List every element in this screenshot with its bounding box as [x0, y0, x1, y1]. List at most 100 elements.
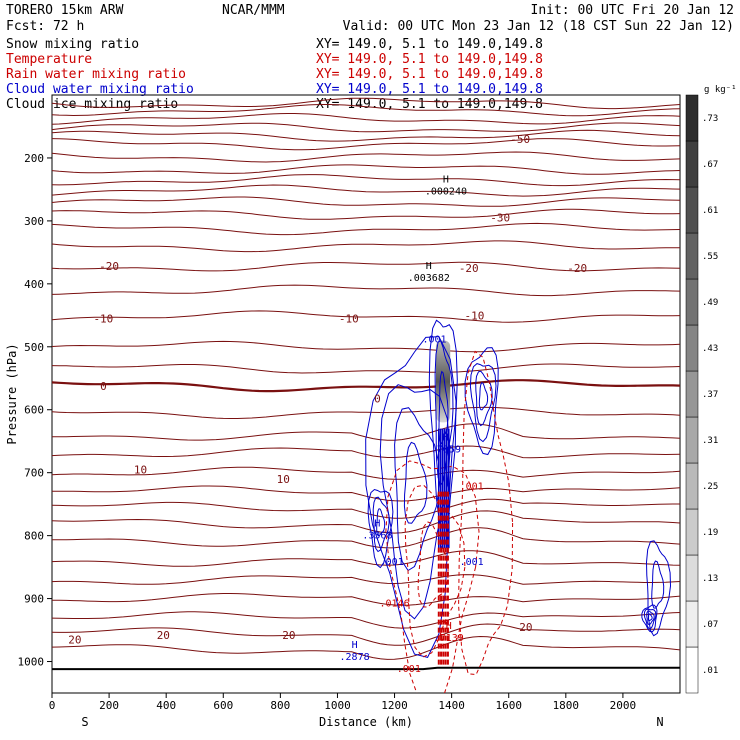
extremum-symbol: H — [443, 174, 449, 185]
cloud-water-contour — [372, 496, 390, 553]
extremum-symbol: H — [374, 519, 380, 530]
field-name-rain: Rain water mixing ratio — [6, 67, 186, 82]
rain-water-contour — [417, 521, 449, 608]
cloud-water-contour — [367, 488, 394, 569]
isotherm-line — [52, 611, 680, 629]
isotherm-line — [52, 635, 680, 660]
x-tick-label: 1600 — [495, 699, 522, 712]
colorbar-swatch — [685, 646, 699, 694]
plot-inner: -50 -30 -20 -20 -20 -10 -10 -10 0 0 10 10 20 20 20 20 H.… — [52, 97, 680, 693]
field-xy-rain: XY= 149.0, 5.1 to 149.0,149.8 — [316, 67, 543, 82]
field-name-cloud-water: Cloud water mixing ratio — [6, 82, 194, 97]
colorbar-swatch — [685, 94, 699, 142]
y-tick-label: 1000 — [18, 656, 45, 669]
valid-time: Valid: 00 UTC Mon 23 Jan 12 (18 CST Sun … — [343, 19, 734, 34]
isotherm-line — [52, 196, 680, 207]
extremum-symbol: H — [426, 261, 432, 272]
isotherm-line — [52, 240, 680, 253]
contour-value-label: .001 — [422, 335, 446, 346]
cloud-water-contour — [464, 347, 499, 456]
isotherm-line — [52, 284, 680, 297]
cloud-water-contour — [646, 610, 655, 626]
isotherm-line — [52, 340, 680, 353]
cloud-water-contour — [641, 604, 658, 633]
cloud-water-contour — [651, 560, 665, 609]
x-tick-label: 1200 — [381, 699, 408, 712]
temperature-contour-label: 20 — [157, 629, 170, 642]
isotherm-line — [52, 406, 680, 419]
y-tick-label: 400 — [24, 278, 44, 291]
rain-water-contour — [458, 350, 514, 676]
colorbar-swatch — [685, 278, 699, 326]
field-xy-temperature: XY= 149.0, 5.1 to 149.0,149.8 — [316, 52, 543, 67]
y-tick-label: 200 — [24, 152, 44, 165]
field-xy-cloud-ice: XY= 149.0, 5.1 to 149.0,149.8 — [316, 97, 543, 112]
colorbar-tick-label: .55 — [702, 252, 718, 262]
extremum-value: .7139 — [434, 633, 464, 644]
cloud-water-contour — [394, 407, 440, 572]
isotherm-line — [52, 129, 680, 142]
extremum-value: .3368 — [362, 531, 392, 542]
temperature-contour-label: 0 — [374, 392, 381, 405]
extremum-value: .2878 — [340, 652, 370, 663]
isotherm-line — [52, 208, 680, 220]
temperature-contour-label: 20 — [282, 629, 295, 642]
colorbar-swatch — [685, 416, 699, 464]
colorbar-swatch — [685, 370, 699, 418]
cloud-water-contour — [403, 441, 428, 524]
contour-value-label: .001 — [380, 557, 404, 568]
isotherm-line — [52, 184, 680, 197]
x-tick-label: 1400 — [438, 699, 465, 712]
x-tick-label: 600 — [213, 699, 233, 712]
colorbar-unit: g kg⁻¹ — [704, 85, 737, 95]
y-tick-label: 500 — [24, 341, 44, 354]
y-tick-label: 900 — [24, 593, 44, 606]
cloud-water-contour — [643, 608, 657, 630]
extremum-symbol: H — [446, 621, 452, 632]
isotherm-line — [52, 104, 680, 117]
center-title: NCAR/MMM — [222, 3, 285, 18]
extremum-value: .000240 — [425, 186, 467, 197]
colorbar-tick-label: .73 — [702, 114, 718, 124]
isotherm-line — [52, 122, 680, 133]
isotherm-line — [52, 97, 680, 110]
colorbar-tick-label: .49 — [702, 298, 718, 308]
north-end-label: N — [656, 715, 663, 729]
y-tick-label: 300 — [24, 215, 44, 228]
cloud-water-contour — [645, 540, 672, 637]
temperature-contour-label: -20 — [459, 262, 479, 275]
isotherm-line — [52, 363, 680, 374]
init-time: Init: 00 UTC Fri 20 Jan 12 — [531, 3, 735, 18]
colorbar-swatch — [685, 462, 699, 510]
isotherm-line — [52, 113, 680, 125]
temperature-contour-label: 20 — [68, 633, 81, 646]
x-tick-label: 400 — [156, 699, 176, 712]
cloud-water-contour — [379, 384, 451, 620]
colorbar-tick-label: .19 — [702, 528, 718, 538]
isotherm-line — [52, 174, 680, 187]
y-axis-label: Pressure (hPa) — [5, 343, 19, 444]
colorbar-tick-label: .07 — [702, 620, 718, 630]
field-name-temperature: Temperature — [6, 52, 92, 67]
header: TORERO 15km ARW NCAR/MMM Init: 00 UTC Fr… — [6, 3, 734, 112]
x-tick-label: 0 — [49, 699, 56, 712]
plot-area: -50 -30 -20 -20 -20 -10 -10 -10 0 0 10 10 20 20 20 20 H.… — [18, 97, 680, 712]
extremum-value: .7059 — [431, 444, 461, 455]
extremum-symbol: H — [443, 432, 449, 443]
temperature-contour-label: -50 — [510, 133, 530, 146]
forecast-hour: Fcst: 72 h — [6, 19, 84, 34]
colorbar-tick-label: .13 — [702, 574, 718, 584]
cloud-water-contour — [469, 363, 497, 443]
isotherm-line — [52, 138, 680, 151]
field-name-cloud-ice: Cloud ice mixing ratio — [6, 97, 178, 112]
x-tick-label: 1800 — [553, 699, 580, 712]
plot-frame — [51, 94, 681, 694]
temperature-contour-label: -20 — [567, 262, 587, 275]
temperature-contour-label: 0 — [100, 380, 107, 393]
colorbar-swatch — [685, 600, 699, 648]
colorbar-tick-label: .31 — [702, 436, 718, 446]
isotherm-line — [52, 310, 680, 323]
isotherm-line — [52, 261, 680, 272]
y-tick-label: 800 — [24, 530, 44, 543]
